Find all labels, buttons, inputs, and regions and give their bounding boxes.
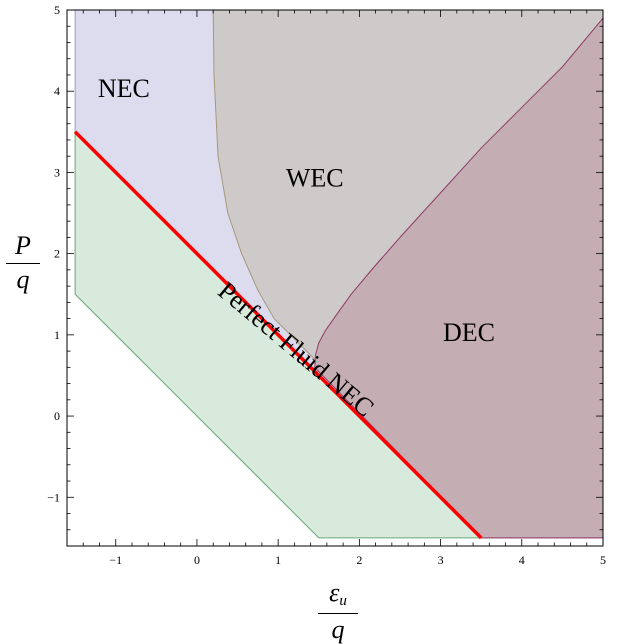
plot-frame — [66, 9, 604, 547]
x-axis-label: εu q — [318, 580, 358, 643]
x-tick-label: 5 — [600, 553, 606, 567]
y-axis-label-fraction-bar — [6, 263, 40, 264]
y-tick-label: 1 — [54, 328, 60, 342]
x-tick-label: 3 — [438, 553, 444, 567]
x-tick-label: 4 — [519, 553, 525, 567]
x-tick-label: 1 — [275, 553, 281, 567]
y-axis-label-denominator: q — [16, 265, 30, 294]
y-tick-label: 4 — [54, 84, 60, 98]
x-tick-label: −1 — [109, 553, 122, 567]
x-axis-label-fraction-bar — [318, 613, 358, 614]
region-label-wec: WEC — [286, 164, 344, 193]
y-tick-label: 3 — [54, 165, 60, 179]
y-axis-label-numerator: P — [15, 231, 31, 260]
x-axis-label-numerator: εu — [318, 580, 358, 609]
y-tick-label: −1 — [47, 490, 60, 504]
chart-lines — [73, 130, 483, 540]
y-tick-label: 5 — [54, 3, 60, 17]
y-tick-label: 2 — [54, 247, 60, 261]
axis-ticks — [66, 9, 604, 547]
y-tick-label: 0 — [54, 409, 60, 423]
region-label-dec: DEC — [443, 318, 495, 347]
x-axis-label-symbol: ε — [329, 578, 340, 607]
x-axis-label-denominator: q — [331, 615, 345, 644]
x-axis-label-subscript: u — [339, 593, 347, 609]
x-tick-label: 2 — [356, 553, 362, 567]
tick-labels: −1 0 1 2 3 4 5 −1 0 1 2 3 4 5 — [47, 3, 606, 567]
plot-border — [66, 9, 604, 547]
series-line-0 — [73, 130, 483, 540]
y-axis-label: P q — [6, 233, 40, 293]
region-label-nec: NEC — [98, 74, 150, 103]
x-tick-label: 0 — [194, 553, 200, 567]
chart-regions — [74, 9, 604, 539]
